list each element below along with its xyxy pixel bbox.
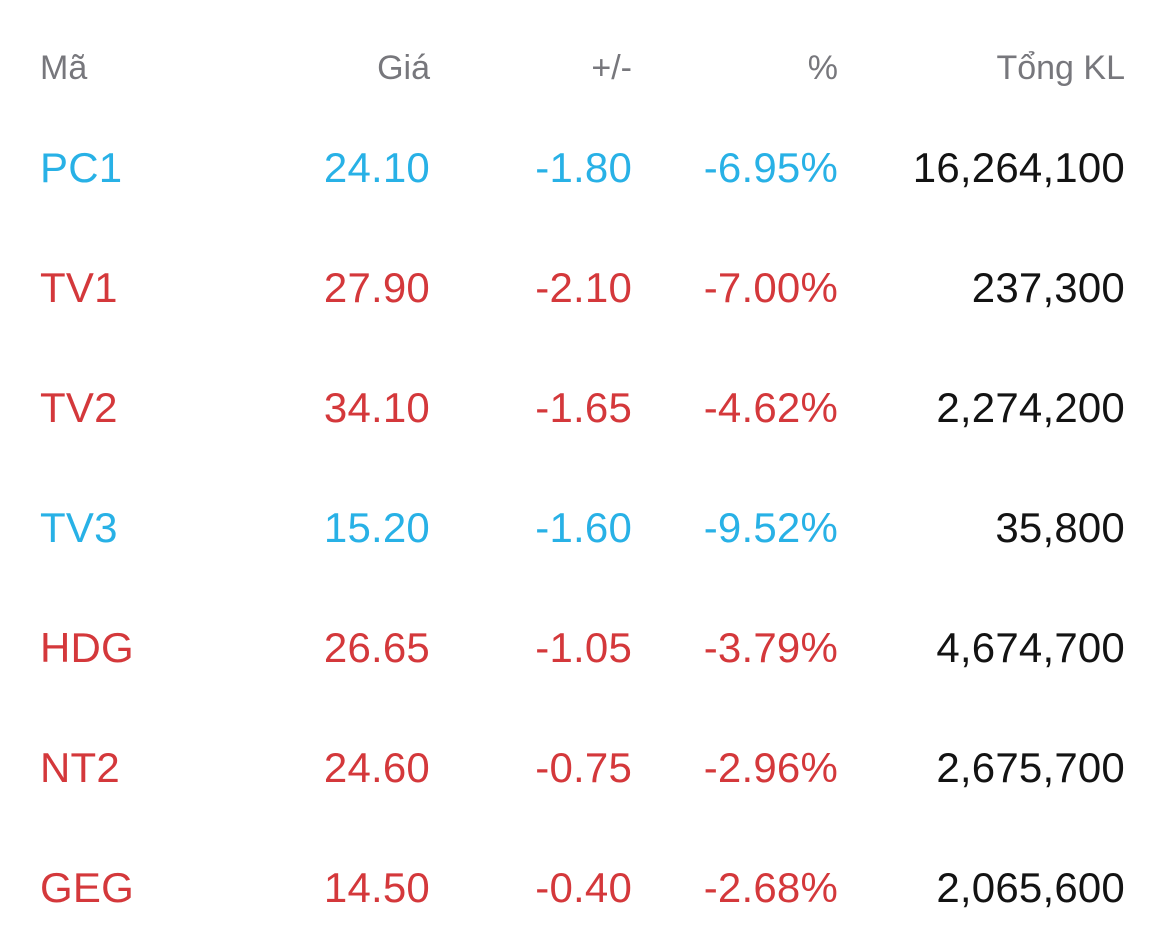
stock-code[interactable]: TV1 bbox=[40, 264, 118, 311]
stock-change: -1.65 bbox=[535, 384, 632, 431]
stock-volume: 237,300 bbox=[971, 264, 1125, 311]
stock-percent: -9.52% bbox=[703, 504, 838, 551]
stock-percent: -7.00% bbox=[703, 264, 838, 311]
stock-percent: -2.96% bbox=[703, 744, 838, 791]
stock-volume: 2,274,200 bbox=[936, 384, 1125, 431]
stock-volume: 2,675,700 bbox=[936, 744, 1125, 791]
table-row[interactable]: HDG 26.65 -1.05 -3.79% 4,674,700 bbox=[40, 588, 1125, 708]
stock-percent: -2.68% bbox=[703, 864, 838, 911]
column-header-code[interactable]: Mã bbox=[40, 48, 88, 87]
table-row[interactable]: PC1 24.10 -1.80 -6.95% 16,264,100 bbox=[40, 108, 1125, 228]
table-row[interactable]: TV2 34.10 -1.65 -4.62% 2,274,200 bbox=[40, 348, 1125, 468]
stock-volume: 16,264,100 bbox=[912, 144, 1125, 191]
stock-change: -0.75 bbox=[535, 744, 632, 791]
stock-price: 27.90 bbox=[323, 264, 430, 311]
stock-price: 15.20 bbox=[323, 504, 430, 551]
column-header-change[interactable]: +/- bbox=[591, 48, 632, 87]
stock-table-body: PC1 24.10 -1.80 -6.95% 16,264,100 TV1 27… bbox=[40, 108, 1125, 948]
stock-code[interactable]: HDG bbox=[40, 624, 134, 671]
stock-percent: -6.95% bbox=[703, 144, 838, 191]
table-row[interactable]: TV3 15.20 -1.60 -9.52% 35,800 bbox=[40, 468, 1125, 588]
stock-change: -0.40 bbox=[535, 864, 632, 911]
stock-price: 14.50 bbox=[323, 864, 430, 911]
table-header-row: Mã Giá +/- % Tổng KL bbox=[40, 28, 1125, 108]
stock-price: 34.10 bbox=[323, 384, 430, 431]
stock-change: -1.60 bbox=[535, 504, 632, 551]
table-row[interactable]: TV1 27.90 -2.10 -7.00% 237,300 bbox=[40, 228, 1125, 348]
stock-change: -1.80 bbox=[535, 144, 632, 191]
stock-volume: 4,674,700 bbox=[936, 624, 1125, 671]
table-row[interactable]: GEG 14.50 -0.40 -2.68% 2,065,600 bbox=[40, 828, 1125, 948]
stock-code[interactable]: TV3 bbox=[40, 504, 118, 551]
stock-percent: -4.62% bbox=[703, 384, 838, 431]
stock-code[interactable]: GEG bbox=[40, 864, 134, 911]
column-header-percent[interactable]: % bbox=[807, 48, 838, 87]
stock-price: 26.65 bbox=[323, 624, 430, 671]
stock-volume: 35,800 bbox=[995, 504, 1125, 551]
stock-percent: -3.79% bbox=[703, 624, 838, 671]
table-row[interactable]: NT2 24.60 -0.75 -2.96% 2,675,700 bbox=[40, 708, 1125, 828]
stock-code[interactable]: PC1 bbox=[40, 144, 123, 191]
stock-change: -2.10 bbox=[535, 264, 632, 311]
stock-price: 24.10 bbox=[323, 144, 430, 191]
stock-volume: 2,065,600 bbox=[936, 864, 1125, 911]
stock-price: 24.60 bbox=[323, 744, 430, 791]
stock-code[interactable]: NT2 bbox=[40, 744, 120, 791]
stock-change: -1.05 bbox=[535, 624, 632, 671]
column-header-price[interactable]: Giá bbox=[377, 48, 430, 87]
stock-code[interactable]: TV2 bbox=[40, 384, 118, 431]
column-header-volume[interactable]: Tổng KL bbox=[996, 48, 1125, 87]
